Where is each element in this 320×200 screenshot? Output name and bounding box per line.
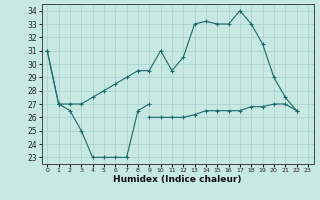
- X-axis label: Humidex (Indice chaleur): Humidex (Indice chaleur): [113, 175, 242, 184]
